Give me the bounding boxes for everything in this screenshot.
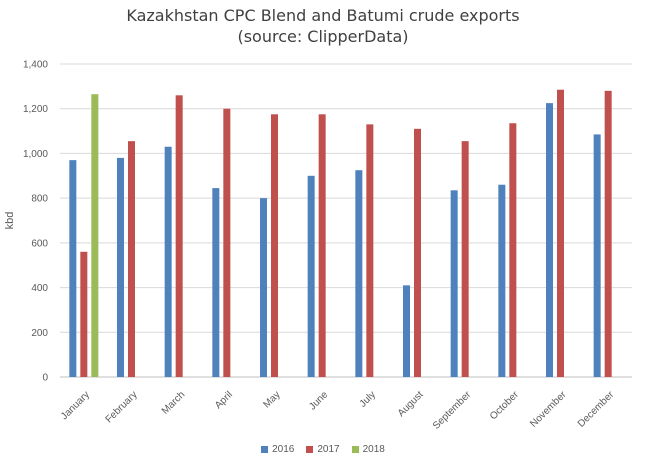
y-tick-label: 200: [31, 328, 48, 339]
bar-2016-february: [117, 157, 124, 377]
y-tick-label: 1,200: [23, 104, 48, 115]
legend: 2016 2017 2018: [0, 444, 646, 455]
bar-2017-october: [509, 123, 517, 377]
bar-2017-july: [366, 124, 374, 377]
bar-2017-february: [128, 141, 135, 377]
x-tick-label: February: [104, 389, 140, 425]
x-tick-label: September: [431, 389, 474, 432]
chart-title: Kazakhstan CPC Blend and Batumi crude ex…: [126, 6, 520, 25]
legend-label: 2017: [317, 444, 340, 455]
x-tick-label: August: [396, 389, 426, 419]
bar-2017-september: [461, 141, 469, 377]
bar-2016-august: [403, 285, 410, 377]
legend-swatch: [351, 446, 359, 453]
legend-label: 2016: [272, 444, 295, 455]
x-tick-label: June: [307, 389, 330, 412]
bar-2016-june: [307, 175, 315, 377]
bar-2016-october: [498, 184, 506, 377]
chart-subtitle: (source: ClipperData): [237, 27, 409, 46]
bar-2017-november: [557, 89, 564, 377]
y-tick-label: 0: [42, 373, 48, 384]
bar-2017-december: [604, 90, 612, 377]
bar-2016-december: [593, 134, 601, 377]
x-tick-label: March: [160, 389, 187, 416]
bar-2016-may: [260, 198, 267, 377]
bar-2018-january: [91, 94, 99, 378]
y-tick-label: 1,000: [23, 149, 48, 160]
x-tick-label: July: [358, 389, 378, 409]
x-tick-label: May: [261, 389, 282, 410]
y-axis-label: kbd: [4, 212, 16, 230]
y-tick-label: 800: [31, 194, 48, 205]
bar-2017-june: [318, 114, 326, 377]
y-tick-label: 600: [31, 238, 48, 249]
legend-swatch: [306, 446, 314, 453]
x-tick-label: January: [59, 389, 92, 422]
legend-item-2017: 2017: [306, 444, 340, 455]
bar-2017-may: [271, 114, 278, 377]
x-tick-label: December: [576, 389, 617, 430]
bar-2016-march: [164, 146, 172, 377]
x-tick-label: October: [488, 389, 521, 422]
bar-2016-july: [355, 170, 363, 377]
legend-item-2018: 2018: [351, 444, 385, 455]
bar-2016-september: [450, 190, 458, 377]
legend-label: 2018: [362, 444, 385, 455]
x-tick-label: April: [213, 389, 235, 411]
bar-2017-april: [223, 108, 231, 377]
y-tick-label: 400: [31, 283, 48, 294]
x-tick-label: November: [528, 389, 569, 430]
legend-swatch: [261, 446, 269, 453]
legend-item-2016: 2016: [261, 444, 294, 455]
bar-2017-august: [414, 128, 421, 377]
bar-2016-november: [546, 103, 553, 377]
bar-2016-january: [69, 160, 77, 377]
bar-2016-april: [212, 188, 220, 377]
y-tick-label: 1,400: [23, 60, 48, 71]
bar-2017-march: [175, 95, 183, 378]
bar-2017-january: [80, 251, 88, 377]
